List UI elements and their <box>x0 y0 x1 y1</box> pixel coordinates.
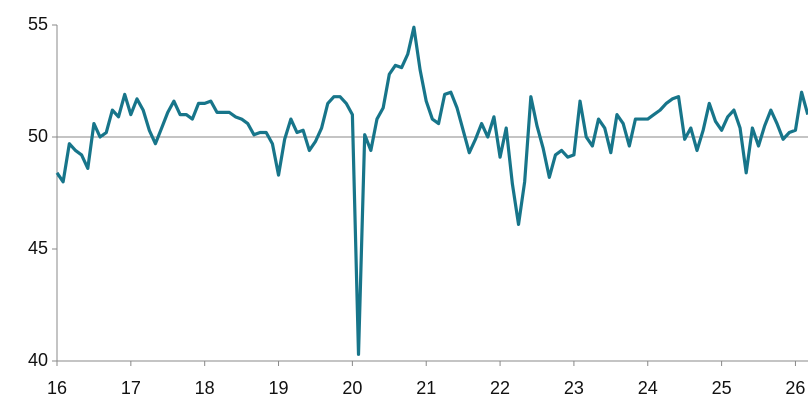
x-tick-label: 22 <box>490 378 510 398</box>
x-tick-label: 17 <box>121 378 141 398</box>
y-tick-label: 40 <box>28 350 48 370</box>
x-tick-label: 18 <box>195 378 215 398</box>
x-tick-label: 26 <box>785 378 805 398</box>
x-tick-label: 25 <box>712 378 732 398</box>
y-tick-label: 50 <box>28 126 48 146</box>
x-tick-label: 21 <box>416 378 436 398</box>
x-tick-label: 19 <box>269 378 289 398</box>
y-tick-label: 55 <box>28 14 48 34</box>
x-tick-label: 20 <box>342 378 362 398</box>
x-tick-label: 24 <box>638 378 658 398</box>
data-line <box>55 25 808 356</box>
x-tick-label: 23 <box>564 378 584 398</box>
x-tick-label: 16 <box>47 378 67 398</box>
y-tick-label: 45 <box>28 238 48 258</box>
